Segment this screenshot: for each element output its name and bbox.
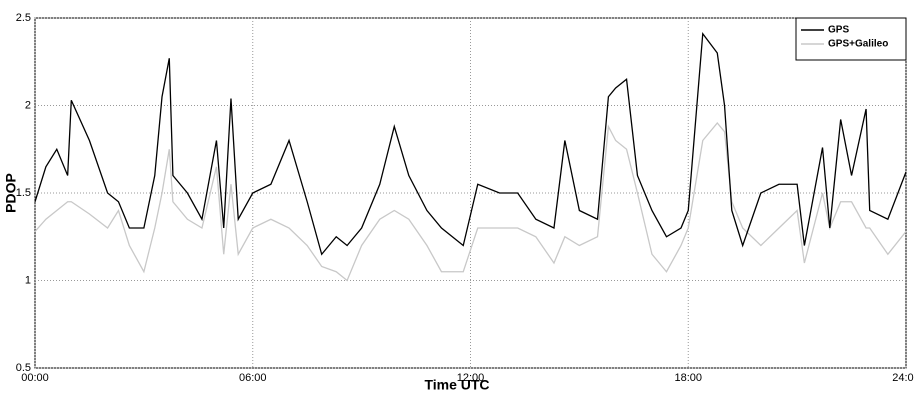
- y-tick-label: 0.5: [16, 362, 31, 374]
- y-tick-label: 2.5: [16, 12, 31, 24]
- x-tick-label: 18:00: [674, 372, 702, 384]
- legend-label: GPS: [828, 25, 849, 36]
- legend-label: GPS+Galileo: [828, 39, 888, 50]
- y-tick-label: 2: [25, 99, 31, 111]
- x-tick-label: 12:00: [457, 372, 485, 384]
- x-axis-label: Time UTC: [424, 377, 489, 393]
- series-line: [34, 121, 907, 282]
- x-tick-label: 00:00: [21, 372, 49, 384]
- x-tick-label: 06:00: [239, 372, 267, 384]
- y-tick-label: 1.5: [16, 187, 31, 199]
- y-tick-label: 1: [25, 274, 31, 286]
- x-tick-label: 24:00: [892, 372, 914, 384]
- legend-box: [795, 17, 907, 61]
- y-axis-label: PDOP: [3, 173, 19, 213]
- series-line: [34, 31, 907, 256]
